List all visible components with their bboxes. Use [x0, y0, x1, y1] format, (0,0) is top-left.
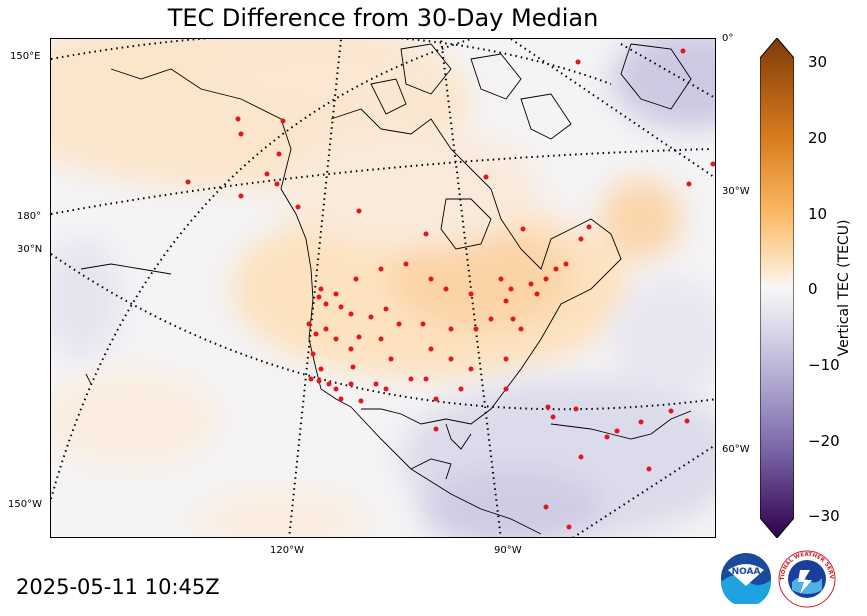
label-150e: 150°E: [10, 51, 41, 62]
label-0: 0°: [722, 33, 734, 44]
label-30n: 30°N: [17, 244, 43, 255]
coastlines: [80, 43, 692, 535]
negative-anomaly-regions: [51, 39, 715, 537]
label-90w: 90°W: [494, 545, 522, 556]
noaa-logo: NOAA: [721, 553, 771, 604]
label-150w: 150°W: [8, 499, 42, 510]
label-120w: 120°W: [270, 545, 304, 556]
colorbar-tick-10: 10: [808, 205, 828, 223]
colorbar-tick-20: 20: [808, 129, 828, 147]
colorbar: [760, 38, 794, 538]
positive-anomaly-regions: [51, 39, 681, 537]
colorbar-tick-neg10: −10: [808, 356, 840, 374]
noaa-logo-text: NOAA: [732, 567, 761, 577]
gnss-stations: [185, 48, 715, 530]
colorbar-tick-0: 0: [808, 280, 818, 298]
colorbar-tick-neg30: −30: [808, 507, 840, 525]
timestamp: 2025-05-11 10:45Z: [16, 575, 220, 599]
map-title: TEC Difference from 30-Day Median: [167, 4, 599, 32]
label-60w: 60°W: [722, 444, 750, 455]
map-canvas: [51, 39, 715, 537]
label-30w: 30°W: [722, 186, 750, 197]
label-180: 180°: [17, 211, 42, 222]
nws-logo: NATIONAL WEATHER SERVICE: [778, 550, 836, 608]
colorbar-tick-30: 30: [808, 53, 828, 71]
graticule: [51, 39, 715, 537]
colorbar-label: Vertical TEC (TECU): [836, 219, 852, 357]
colorbar-tick-neg20: −20: [808, 432, 840, 450]
tec-map[interactable]: [50, 38, 716, 538]
